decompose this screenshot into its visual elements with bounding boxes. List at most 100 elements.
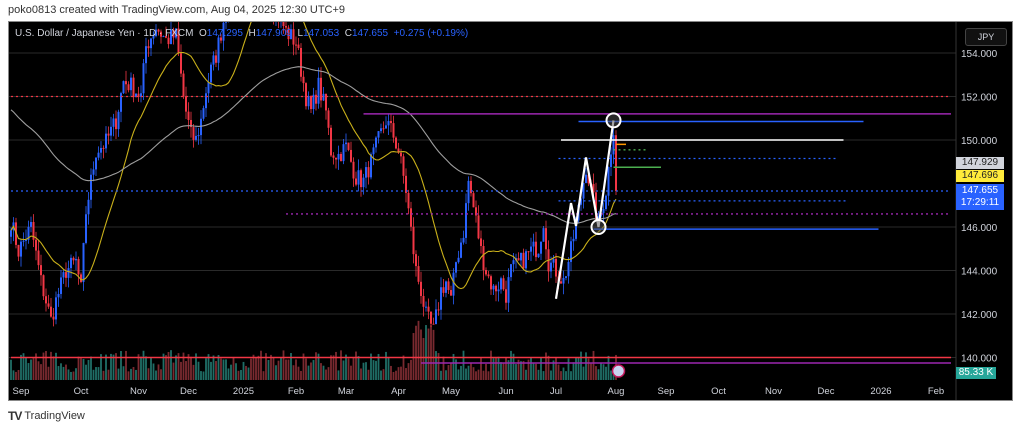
candle-body xyxy=(50,306,52,317)
volume-bar xyxy=(192,364,195,380)
x-tick-label: Mar xyxy=(338,386,354,397)
volume-bar xyxy=(182,352,185,380)
volume-bar xyxy=(62,366,65,380)
candle-body xyxy=(90,174,92,200)
tradingview-logo[interactable]: TV TradingView xyxy=(8,409,85,423)
volume-bar xyxy=(542,371,545,380)
volume-bar xyxy=(235,363,237,380)
volume-bar xyxy=(60,363,62,380)
volume-bar xyxy=(480,357,482,380)
candle-body xyxy=(117,111,120,130)
chart-panel[interactable]: 154.000 152.000 150.000 146.000 144.000 142.0… xyxy=(8,21,1013,401)
candle-body xyxy=(462,237,465,243)
volume-bar xyxy=(472,367,475,380)
volume-bar xyxy=(357,356,360,380)
candle-body xyxy=(447,281,450,291)
volume-bar xyxy=(282,350,285,380)
volume-bar xyxy=(317,353,320,380)
volume-bar xyxy=(227,368,230,380)
candle-body xyxy=(115,118,117,130)
ma-slow-line xyxy=(10,66,617,224)
volume-bar xyxy=(230,364,232,380)
candle-body xyxy=(162,36,165,38)
candle-body xyxy=(180,53,182,74)
candle-body xyxy=(42,275,45,297)
volume-bar xyxy=(232,357,235,380)
volume-bar xyxy=(457,369,460,380)
candle-body xyxy=(130,77,132,91)
volume-bar xyxy=(255,356,257,380)
volume-bar xyxy=(610,370,612,380)
candle-body xyxy=(455,262,457,273)
candle-body xyxy=(312,94,315,110)
candle-body xyxy=(380,128,382,132)
volume-bar xyxy=(587,358,590,380)
last-price: 147.655 xyxy=(961,185,999,196)
volume-bar xyxy=(142,350,145,380)
candle-body xyxy=(320,77,322,101)
volume-bar xyxy=(312,360,315,380)
volume-bar xyxy=(497,356,500,380)
candle-body xyxy=(542,228,545,242)
volume-bar xyxy=(337,370,340,380)
volume-bar xyxy=(177,353,180,380)
candle-body xyxy=(477,215,480,239)
candle-body xyxy=(375,137,377,148)
candle-body xyxy=(92,169,95,175)
ma-fast-line xyxy=(10,22,617,290)
candle-body xyxy=(305,83,307,107)
candle-body xyxy=(47,303,50,307)
volume-bar xyxy=(105,354,107,380)
volume-bar xyxy=(55,352,57,380)
candle-body xyxy=(192,127,195,140)
volume-bar xyxy=(435,351,437,380)
volume-bar xyxy=(250,358,252,380)
volume-bar xyxy=(350,365,352,380)
volume-bar xyxy=(207,354,210,380)
candle-body xyxy=(215,55,217,63)
candle-body xyxy=(20,241,22,257)
candle-body xyxy=(535,241,537,258)
volume-bar xyxy=(42,352,45,380)
volume-bar xyxy=(287,359,290,380)
volume-bar xyxy=(492,358,495,380)
volume-bar xyxy=(165,355,167,380)
volume-bar xyxy=(420,329,422,380)
volume-bar xyxy=(412,333,415,380)
x-tick-label: Oct xyxy=(74,386,89,397)
volume-bar xyxy=(112,354,115,380)
currency-button[interactable]: JPY xyxy=(965,28,1007,46)
candle-body xyxy=(485,269,487,275)
volume-bar xyxy=(100,354,102,380)
candle-body xyxy=(612,135,615,155)
price-chart[interactable]: 154.000 152.000 150.000 146.000 144.000 142.0… xyxy=(9,22,1013,401)
candle-body xyxy=(202,108,205,119)
candle-body xyxy=(412,226,415,255)
candle-body xyxy=(120,93,122,112)
candle-body xyxy=(595,192,597,221)
ma-tag: 147.696 xyxy=(956,170,1004,182)
candle-body xyxy=(142,63,145,94)
y-tick-label: 150.000 xyxy=(961,136,998,147)
volume-bar xyxy=(77,356,80,380)
candle-body xyxy=(570,241,572,262)
volume-bar xyxy=(525,369,527,380)
volume-bar xyxy=(217,355,220,380)
volume-bar xyxy=(85,364,87,380)
volume-bar xyxy=(70,371,72,380)
candle-body xyxy=(495,285,497,292)
volume-bar xyxy=(155,370,157,380)
candle-body xyxy=(160,31,162,37)
volume-bar xyxy=(540,357,542,380)
candle-body xyxy=(57,293,60,298)
candle-body xyxy=(157,29,160,32)
candle-body xyxy=(385,125,387,129)
volume-bar xyxy=(410,359,412,380)
candle-body xyxy=(390,121,392,124)
volume-bar xyxy=(10,359,12,380)
volume-bar xyxy=(415,325,417,380)
candle-body xyxy=(65,272,67,278)
candle-body xyxy=(327,110,330,128)
candle-body xyxy=(457,257,460,263)
candle-body xyxy=(502,278,505,290)
